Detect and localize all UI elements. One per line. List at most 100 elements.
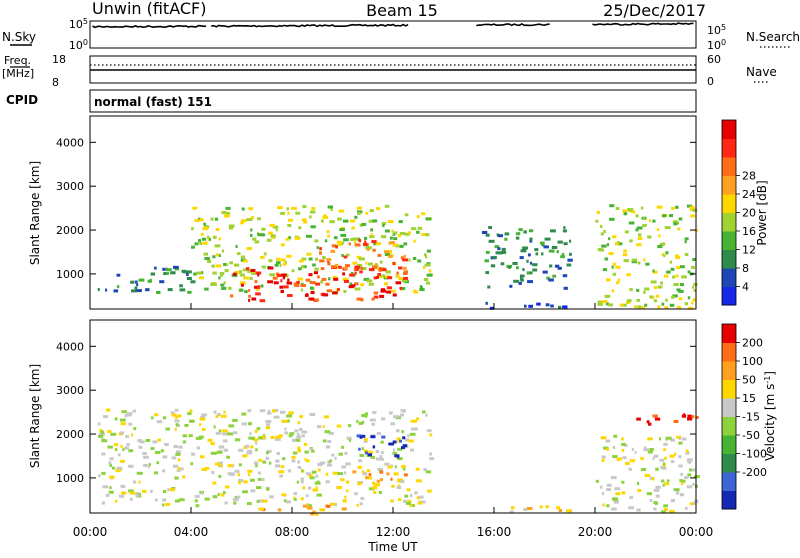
heatmap-cell bbox=[659, 437, 661, 441]
heatmap-cell bbox=[229, 472, 235, 476]
heatmap-cell bbox=[425, 470, 432, 474]
heatmap-cell bbox=[332, 291, 338, 295]
heatmap-cell bbox=[310, 512, 315, 516]
heatmap-cell bbox=[293, 282, 300, 286]
heatmap-cell bbox=[364, 412, 368, 416]
heatmap-cell bbox=[254, 438, 259, 442]
heatmap-cell bbox=[648, 219, 652, 223]
heatmap-cell bbox=[297, 460, 300, 464]
heatmap-cell bbox=[124, 446, 129, 450]
heatmap-cell bbox=[422, 500, 426, 504]
heatmap-cell bbox=[250, 489, 256, 493]
heatmap-cell bbox=[548, 249, 554, 253]
heatmap-cell bbox=[232, 431, 238, 435]
heatmap-cell bbox=[601, 492, 605, 496]
heatmap-cell bbox=[616, 458, 621, 461]
heatmap-cell bbox=[302, 205, 307, 208]
heatmap-cell bbox=[392, 231, 398, 235]
heatmap-cell bbox=[426, 273, 433, 277]
heatmap-cell bbox=[356, 504, 359, 507]
heatmap-cell bbox=[338, 452, 343, 456]
heatmap-cell bbox=[360, 298, 364, 302]
heatmap-cell bbox=[325, 480, 330, 484]
heatmap-cell bbox=[322, 293, 329, 297]
heatmap-cell bbox=[656, 228, 660, 232]
heatmap-cell bbox=[195, 504, 200, 508]
heatmap-cell bbox=[358, 459, 363, 463]
heatmap-cell bbox=[402, 409, 406, 413]
heatmap-cell bbox=[649, 448, 654, 451]
colorbar-tick-label: 50 bbox=[742, 374, 756, 387]
heatmap-cell bbox=[294, 429, 299, 433]
heatmap-cell bbox=[368, 262, 373, 266]
heatmap-cell bbox=[199, 218, 204, 222]
heatmap-cell bbox=[199, 417, 206, 421]
heatmap-cell bbox=[281, 493, 287, 497]
heatmap-cell bbox=[550, 229, 556, 233]
heatmap-cell bbox=[375, 263, 378, 266]
heatmap-cell bbox=[541, 243, 545, 247]
heatmap-cell bbox=[417, 226, 423, 230]
heatmap-cell bbox=[273, 408, 279, 412]
heatmap-cell bbox=[364, 236, 368, 240]
heatmap-cell bbox=[399, 480, 405, 483]
heatmap-cell bbox=[645, 262, 650, 266]
heatmap-cell bbox=[678, 441, 683, 445]
heatmap-cell bbox=[364, 414, 368, 418]
heatmap-cell bbox=[618, 278, 620, 282]
heatmap-cell bbox=[274, 464, 281, 468]
heatmap-cell bbox=[114, 499, 118, 503]
heatmap-cell bbox=[371, 240, 377, 244]
heatmap-cell bbox=[110, 432, 117, 436]
heatmap-cell bbox=[287, 419, 290, 423]
heatmap-cell bbox=[403, 499, 408, 503]
heatmap-cell bbox=[626, 301, 631, 305]
heatmap-cell bbox=[308, 486, 312, 490]
heatmap-cell bbox=[174, 408, 179, 412]
heatmap-cell bbox=[541, 252, 544, 256]
heatmap-cell bbox=[351, 226, 355, 230]
heatmap-cell bbox=[310, 291, 315, 294]
heatmap-cell bbox=[670, 460, 675, 464]
heatmap-cell bbox=[170, 411, 175, 415]
heatmap-cell bbox=[283, 262, 287, 266]
heatmap-cell bbox=[369, 209, 374, 213]
heatmap-cell bbox=[419, 288, 425, 292]
heatmap-cell bbox=[361, 470, 365, 474]
heatmap-cell bbox=[296, 433, 300, 437]
heatmap-cell bbox=[325, 445, 331, 449]
heatmap-cell bbox=[309, 286, 314, 290]
heatmap-cell bbox=[266, 238, 272, 242]
heatmap-cell bbox=[611, 265, 614, 269]
heatmap-cell bbox=[390, 422, 396, 426]
heatmap-cell bbox=[237, 473, 240, 477]
heatmap-cell bbox=[661, 479, 665, 483]
heatmap-cell bbox=[373, 276, 377, 280]
heatmap-cell bbox=[182, 434, 187, 438]
heatmap-cell bbox=[673, 222, 678, 226]
heatmap-cell bbox=[223, 263, 226, 266]
heatmap-cell bbox=[127, 464, 134, 468]
heatmap-cell bbox=[97, 288, 100, 291]
heatmap-cell bbox=[661, 302, 665, 306]
heatmap-cell bbox=[248, 298, 251, 302]
heatmap-cell bbox=[381, 417, 386, 421]
heatmap-cell bbox=[220, 273, 223, 277]
heatmap-cell bbox=[408, 231, 411, 235]
noise-sky-trace bbox=[92, 22, 694, 29]
heatmap-cell bbox=[117, 466, 122, 470]
heatmap-cell bbox=[221, 429, 228, 433]
heatmap-cell bbox=[403, 242, 408, 246]
heatmap-cell bbox=[392, 243, 399, 247]
heatmap-cell bbox=[375, 242, 382, 246]
heatmap-cell bbox=[606, 483, 612, 487]
heatmap-cell bbox=[381, 435, 386, 439]
heatmap-cell bbox=[426, 249, 431, 253]
heatmap-cell bbox=[298, 428, 303, 431]
heatmap-cell bbox=[342, 277, 349, 281]
heatmap-cell bbox=[399, 413, 404, 417]
heatmap-cell bbox=[276, 452, 280, 455]
heatmap-cell bbox=[234, 271, 240, 274]
heatmap-cell bbox=[413, 289, 417, 293]
heatmap-cell bbox=[365, 211, 369, 215]
